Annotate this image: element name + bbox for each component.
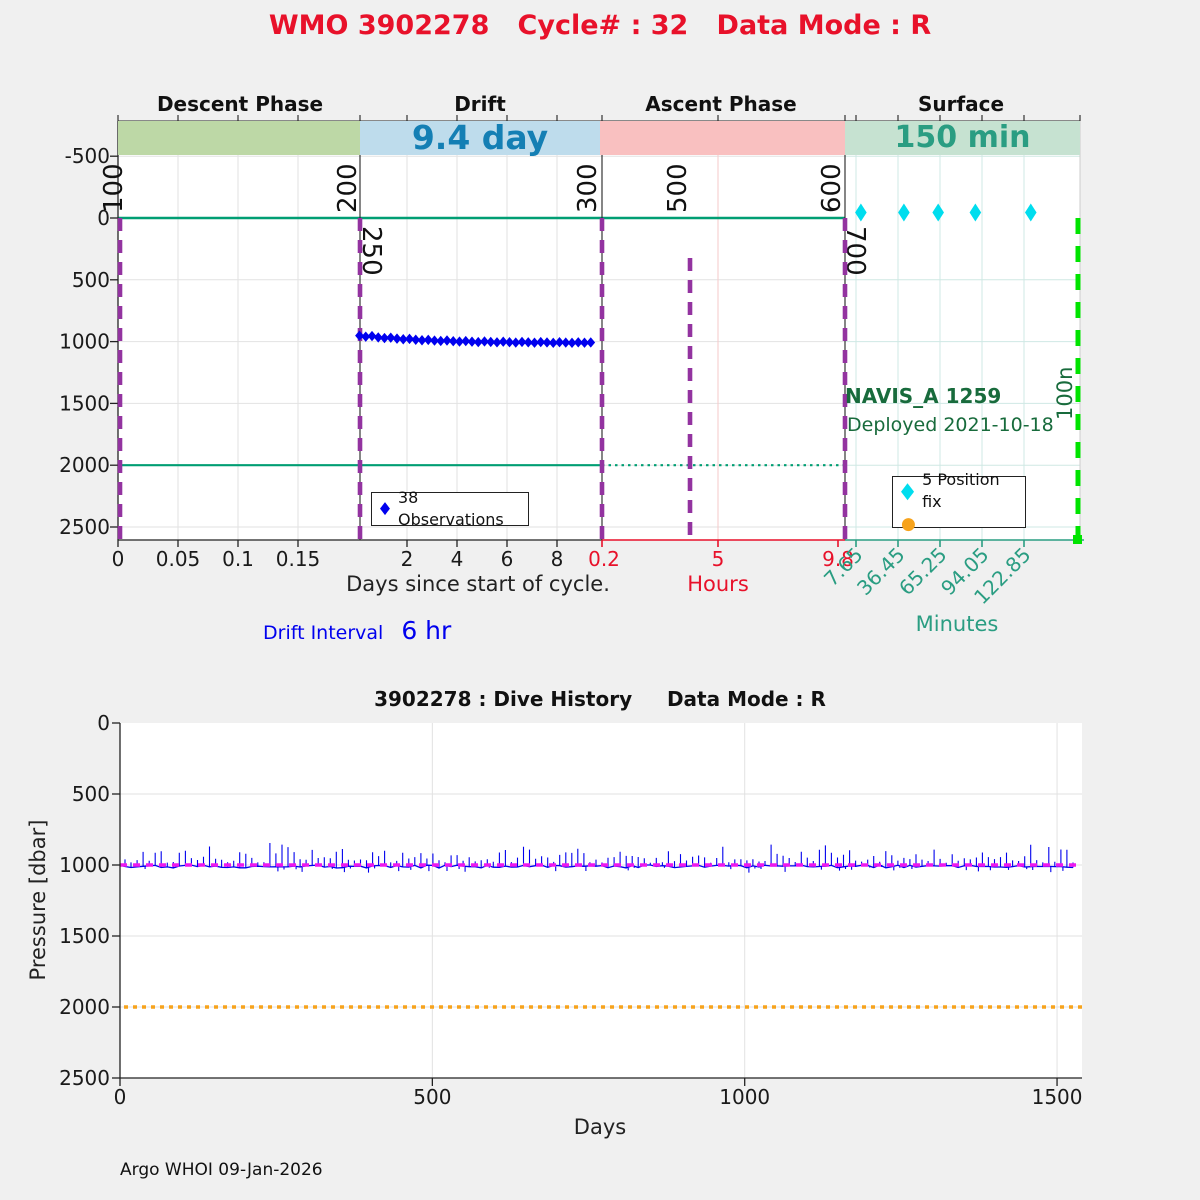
param-label-100: 100 (99, 163, 129, 213)
x-tick-label-bottom: 500 (413, 1085, 451, 1109)
drift-tick-label: 8 (551, 547, 564, 571)
days-axis-label: Days since start of cycle. (346, 572, 610, 596)
position-fix-legend-label: 5 Position fix (922, 470, 1000, 511)
descent-tick-label: 0 (112, 547, 125, 571)
pressure-axis-label: Pressure [dbar] (26, 819, 50, 981)
drift-duration-banner: 9.4 day (411, 118, 549, 157)
cyan-diamond-icon: ◆ (901, 478, 915, 504)
descent-tick-label: 0.1 (222, 547, 254, 571)
minutes-tick-label: 7.65 (819, 543, 867, 591)
param-label-600: 600 (817, 163, 847, 213)
phase-title-descent: Descent Phase (156, 92, 324, 116)
deployed-date-annotation: Deployed 2021-10-18 (847, 414, 1054, 436)
y-tick-label-bottom: 2500 (59, 1066, 110, 1090)
phase-title-surface: Surface (917, 92, 1005, 116)
drift-interval: Drift Interval 6 hr (263, 616, 451, 645)
hours-tick-label: 9.8 (822, 547, 854, 571)
drift-tick-label: 2 (401, 547, 414, 571)
phase-title-ascent: Ascent Phase (645, 92, 797, 116)
footer-credit: Argo WHOI 09-Jan-2026 (120, 1160, 323, 1180)
drift-tick-label: 4 (451, 547, 464, 571)
y-tick-label-bottom: 1500 (59, 924, 110, 948)
ascent-phase-band (600, 121, 845, 155)
surface-phase-band: 150 min (845, 121, 1080, 155)
observations-legend-label: 38 Observations (398, 488, 504, 529)
surface-duration-banner: 150 min (894, 120, 1031, 155)
descent-tick-label: 0.15 (276, 547, 321, 571)
lime-axis-endpoint (1073, 535, 1082, 544)
param-label-200: 200 (333, 163, 363, 213)
y-tick-label: 0 (97, 206, 110, 230)
observations-legend: ◆ 38 Observations (371, 488, 529, 529)
y-tick-label: 2500 (59, 515, 110, 539)
y-tick-label-bottom: 2000 (59, 995, 110, 1019)
hours-tick-label: 5 (712, 547, 725, 571)
descent-phase-band (118, 121, 360, 155)
x-tick-label-bottom: 1500 (1032, 1085, 1083, 1109)
drift-tick-label: 6 (501, 547, 514, 571)
position-fix-markers (855, 203, 1037, 222)
right-edge-label: 100n (1053, 367, 1077, 420)
orange-dot-icon: ● (901, 514, 916, 534)
float-name-annotation: NAVIS_A 1259 (845, 384, 1002, 408)
position-fix-legend: ◆ 5 Position fix ● (892, 470, 1026, 534)
param-label-250: 250 (356, 226, 386, 276)
y-tick-label-bottom: 500 (72, 782, 110, 806)
drift-phase-band: 9.4 day (360, 121, 600, 155)
y-tick-label: 1500 (59, 391, 110, 415)
minutes-axis-label: Minutes (915, 612, 999, 636)
minutes-tick-label: 65.25 (894, 543, 951, 600)
param-label-300: 300 (573, 163, 603, 213)
hours-axis-label: Hours (687, 572, 749, 596)
y-tick-label-bottom: 0 (97, 711, 110, 735)
descent-tick-label: 0.05 (156, 547, 201, 571)
dive-pressure-baseline (122, 864, 1074, 869)
hours-tick-label: 0.2 (588, 547, 620, 571)
bottom-plot-background (120, 723, 1082, 1078)
phase-title-drift: Drift (454, 92, 506, 116)
days-axis-label-bottom: Days (573, 1115, 627, 1139)
drift-interval-label: Drift Interval (263, 622, 384, 644)
figure-title: WMO 3902278 Cycle# : 32 Data Mode : R (268, 10, 932, 41)
minutes-tick-label: 122.85 (969, 543, 1035, 609)
dive-history-title: 3902278 : Dive History Data Mode : R (374, 687, 826, 711)
y-tick-label: 1000 (59, 330, 110, 354)
y-tick-label: 2000 (59, 453, 110, 477)
y-tick-label: -500 (65, 144, 110, 168)
param-label-700: 700 (840, 226, 870, 276)
minutes-tick-label: 94.05 (936, 543, 993, 600)
y-tick-label: 500 (72, 268, 110, 292)
minutes-tick-label: 36.45 (852, 543, 909, 600)
drift-interval-value: 6 hr (401, 616, 452, 645)
blue-diamond-icon: ◆ (380, 498, 390, 519)
drift-observation-markers (355, 330, 596, 349)
x-tick-label-bottom: 1000 (719, 1085, 770, 1109)
dive-pressure-spikes (124, 843, 1074, 873)
y-tick-label-bottom: 1000 (59, 853, 110, 877)
x-tick-label-bottom: 0 (114, 1085, 127, 1109)
param-label-500: 500 (663, 163, 693, 213)
